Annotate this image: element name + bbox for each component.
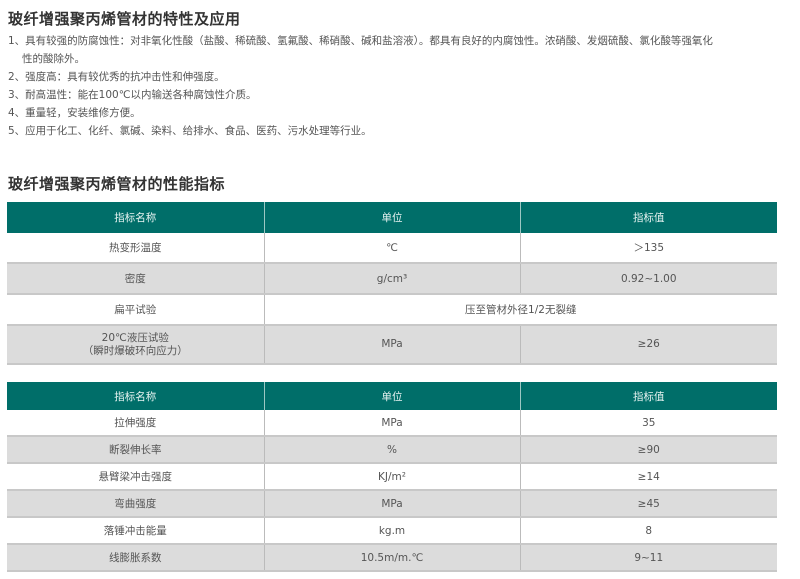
table-header-row: 指标名称 单位 指标值 xyxy=(7,382,777,410)
table-row: 热变形温度 ℃ ＞135 xyxy=(7,233,777,264)
cell-name: 线膨胀系数 xyxy=(7,544,265,572)
column-header: 指标名称 xyxy=(7,382,265,410)
list-item: 2、强度高：具有较优秀的抗冲击性和伸强度。 xyxy=(8,71,225,83)
cell-unit: kg.m xyxy=(264,517,521,545)
table-row: 密度 g/cm³ 0.92~1.00 xyxy=(7,263,777,295)
cell-name: 悬臂梁冲击强度 xyxy=(7,463,265,491)
table-row: 扁平试验 压至管材外径1/2无裂缝 xyxy=(7,294,777,326)
cell-name: 落锤冲击能量 xyxy=(7,517,265,545)
table-row: 拉伸强度 MPa 35 xyxy=(7,410,777,437)
cell-unit: g/cm³ xyxy=(264,263,521,295)
cell-value: 9~11 xyxy=(520,544,777,572)
cell-unit: % xyxy=(264,436,521,464)
cell-name: 拉伸强度 xyxy=(7,410,265,437)
cell-name: 扁平试验 xyxy=(7,294,265,326)
cell-unit: MPa xyxy=(264,410,521,437)
list-item: 3、耐高温性：能在100℃以内输送各种腐蚀性介质。 xyxy=(8,89,257,101)
cell-value: 8 xyxy=(520,517,777,545)
spec-table-1: 指标名称 单位 指标值 热变形温度 ℃ ＞135 密度 g/cm³ 0.92~1… xyxy=(7,202,777,365)
table-row: 线膨胀系数 10.5m/m.℃ 9~11 xyxy=(7,544,777,572)
table-row: 落锤冲击能量 kg.m 8 xyxy=(7,517,777,545)
column-header: 指标名称 xyxy=(7,202,265,233)
cell-name-line: （瞬时爆破环向应力） xyxy=(82,344,188,357)
cell-unit: ℃ xyxy=(264,233,521,264)
cell-value: 35 xyxy=(520,410,777,437)
table-header-row: 指标名称 单位 指标值 xyxy=(7,202,777,233)
properties-list: 1、具有较强的防腐蚀性：对非氧化性酸（盐酸、稀硫酸、氢氟酸、稀硝酸、碱和盐溶液）… xyxy=(8,32,788,140)
cell-name: 断裂伸长率 xyxy=(7,436,265,464)
section-title-specs: 玻纤增强聚丙烯管材的性能指标 xyxy=(8,175,226,193)
cell-name: 密度 xyxy=(7,263,265,295)
spec-table-2: 指标名称 单位 指标值 拉伸强度 MPa 35 断裂伸长率 % ≥90 悬臂梁冲… xyxy=(7,382,777,572)
table-row: 20℃液压试验 （瞬时爆破环向应力） MPa ≥26 xyxy=(7,325,777,365)
table-row: 弯曲强度 MPa ≥45 xyxy=(7,490,777,518)
cell-name: 弯曲强度 xyxy=(7,490,265,518)
cell-name: 20℃液压试验 （瞬时爆破环向应力） xyxy=(7,325,265,365)
cell-value: ≥14 xyxy=(520,463,777,491)
cell-name-line: 20℃液压试验 xyxy=(101,331,169,344)
table-row: 断裂伸长率 % ≥90 xyxy=(7,436,777,464)
cell-value: ＞135 xyxy=(520,233,777,264)
cell-value: ≥26 xyxy=(520,325,777,365)
cell-unit: MPa xyxy=(264,325,521,365)
cell-unit: MPa xyxy=(264,490,521,518)
column-header: 单位 xyxy=(264,202,521,233)
cell-unit: KJ/m² xyxy=(264,463,521,491)
cell-unit: 10.5m/m.℃ xyxy=(264,544,521,572)
section-title-properties: 玻纤增强聚丙烯管材的特性及应用 xyxy=(8,10,241,28)
list-item: 1、具有较强的防腐蚀性：对非氧化性酸（盐酸、稀硫酸、氢氟酸、稀硝酸、碱和盐溶液）… xyxy=(8,35,713,47)
cell-value: ≥90 xyxy=(520,436,777,464)
column-header: 单位 xyxy=(264,382,521,410)
cell-name: 热变形温度 xyxy=(7,233,265,264)
column-header: 指标值 xyxy=(520,382,777,410)
table-row: 悬臂梁冲击强度 KJ/m² ≥14 xyxy=(7,463,777,491)
cell-value: 0.92~1.00 xyxy=(520,263,777,295)
cell-merged-value: 压至管材外径1/2无裂缝 xyxy=(264,294,777,326)
list-item: 5、应用于化工、化纤、氯碱、染料、给排水、食品、医药、污水处理等行业。 xyxy=(8,125,372,137)
list-item: 4、重量轻，安装维修方便。 xyxy=(8,107,141,119)
column-header: 指标值 xyxy=(520,202,777,233)
list-item-continuation: 性的酸除外。 xyxy=(22,53,85,65)
cell-value: ≥45 xyxy=(520,490,777,518)
